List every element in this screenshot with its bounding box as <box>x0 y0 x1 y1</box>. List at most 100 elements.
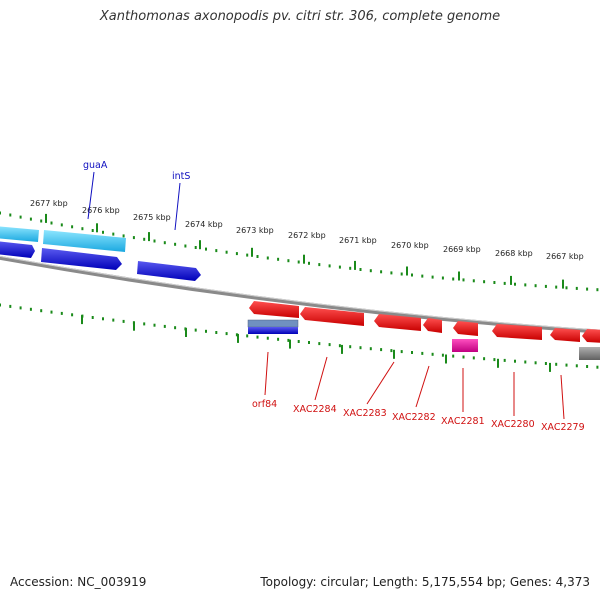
minor-tick <box>225 332 228 336</box>
gene-reverse-gray[interactable] <box>579 347 600 360</box>
minor-tick <box>19 215 22 219</box>
minor-tick <box>493 358 496 362</box>
major-tick <box>458 271 460 281</box>
gene-label-XAC2281[interactable]: XAC2281 <box>441 416 485 427</box>
minor-tick <box>431 275 434 279</box>
minor-tick <box>555 285 558 289</box>
gene-reverse[interactable] <box>423 318 442 333</box>
minor-tick <box>174 242 177 246</box>
minor-tick <box>586 287 589 291</box>
minor-tick <box>256 335 259 339</box>
minor-tick <box>349 345 352 349</box>
minor-tick <box>462 355 465 359</box>
minor-tick <box>9 213 12 217</box>
major-tick <box>133 321 135 331</box>
minor-tick <box>266 256 269 260</box>
gene-reverse[interactable] <box>453 321 478 336</box>
major-tick <box>289 339 291 349</box>
minor-tick <box>246 334 249 338</box>
gene-reverse[interactable] <box>374 314 421 331</box>
minor-tick <box>411 273 413 277</box>
minor-tick <box>256 255 259 258</box>
gene-label-XAC2282[interactable]: XAC2282 <box>392 412 436 423</box>
minor-tick <box>205 329 207 333</box>
gene-label-orf84[interactable]: orf84 <box>252 399 277 410</box>
minor-tick <box>483 357 486 361</box>
minor-tick <box>369 347 372 351</box>
minor-tick <box>462 278 465 282</box>
gene-label-guaA[interactable]: guaA <box>83 160 108 171</box>
minor-tick <box>441 353 444 357</box>
gene-reverse-steel[interactable] <box>247 319 299 328</box>
minor-tick <box>40 309 43 313</box>
gene-forward[interactable] <box>137 261 201 281</box>
gene-reverse[interactable] <box>582 329 600 343</box>
gene-forward-light[interactable] <box>0 226 39 242</box>
minor-tick <box>225 250 228 254</box>
XAC2282-leader <box>415 365 430 408</box>
gene-label-XAC2279[interactable]: XAC2279 <box>541 422 585 433</box>
major-tick <box>185 328 187 337</box>
genome-backbone <box>0 255 600 334</box>
gene-forward-light[interactable] <box>43 230 126 252</box>
forward-genes <box>0 226 201 281</box>
gene-label-intS[interactable]: intS <box>172 171 190 182</box>
minor-tick <box>400 350 403 354</box>
minor-tick <box>452 354 455 358</box>
gene-label-XAC2284[interactable]: XAC2284 <box>293 404 337 415</box>
orf84-leader <box>264 351 269 396</box>
minor-tick <box>318 342 321 346</box>
minor-tick <box>534 284 537 288</box>
gene-reverse-blue[interactable] <box>248 327 298 334</box>
minor-tick <box>503 358 506 362</box>
minor-tick <box>112 318 115 322</box>
minor-tick <box>493 281 496 284</box>
minor-tick <box>0 211 1 215</box>
major-tick <box>354 260 356 270</box>
minor-tick <box>565 363 568 367</box>
minor-tick <box>524 360 527 364</box>
minor-tick <box>91 229 94 232</box>
scale-label: 2668 kbp <box>495 249 533 258</box>
gene-reverse[interactable] <box>550 328 580 342</box>
scale-label: 2670 kbp <box>391 241 429 250</box>
minor-tick <box>472 356 475 360</box>
gene-pseudo[interactable] <box>452 339 478 352</box>
minor-tick <box>163 324 166 328</box>
forward-scale-ticks <box>0 211 599 292</box>
gene-reverse[interactable] <box>249 301 299 318</box>
scale-label: 2675 kbp <box>133 213 171 222</box>
minor-tick <box>215 249 218 253</box>
minor-tick <box>359 268 362 271</box>
minor-tick <box>246 253 249 257</box>
minor-tick <box>369 269 372 273</box>
gene-forward[interactable] <box>0 241 35 258</box>
minor-tick <box>565 286 568 290</box>
minor-tick <box>60 223 63 227</box>
minor-tick <box>50 310 53 314</box>
minor-tick <box>308 261 310 265</box>
minor-tick <box>277 257 280 261</box>
minor-tick <box>431 352 434 356</box>
minor-tick <box>524 283 527 287</box>
minor-tick <box>411 351 413 354</box>
gene-label-XAC2283[interactable]: XAC2283 <box>343 408 387 419</box>
minor-tick <box>483 280 486 284</box>
gene-reverse[interactable] <box>492 324 542 340</box>
major-tick <box>303 254 305 264</box>
gene-reverse[interactable] <box>300 307 364 326</box>
minor-tick <box>71 313 74 317</box>
minor-tick <box>9 304 12 308</box>
minor-tick <box>287 259 290 263</box>
scale-labels: 2677 kbp 2676 kbp 2675 kbp 2674 kbp 2673… <box>30 199 584 261</box>
minor-tick <box>122 234 125 238</box>
major-tick <box>81 315 83 325</box>
minor-tick <box>71 225 74 229</box>
scale-label: 2671 kbp <box>339 236 377 245</box>
minor-tick <box>318 263 321 267</box>
gene-forward[interactable] <box>41 248 122 270</box>
gene-label-XAC2280[interactable]: XAC2280 <box>491 419 535 430</box>
minor-tick <box>174 326 177 330</box>
minor-tick <box>50 221 53 225</box>
